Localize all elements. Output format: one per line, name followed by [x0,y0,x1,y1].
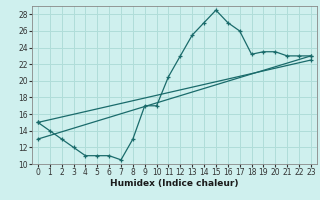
X-axis label: Humidex (Indice chaleur): Humidex (Indice chaleur) [110,179,239,188]
